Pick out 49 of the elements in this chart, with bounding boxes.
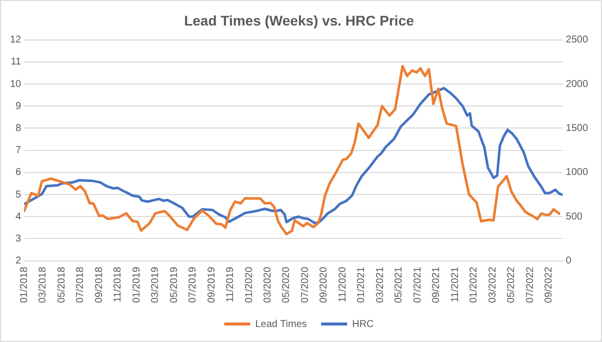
x-tick-label: 03/2020 — [262, 266, 274, 304]
chart-title: Lead Times (Weeks) vs. HRC Price — [184, 12, 414, 28]
x-tick-label: 03/2022 — [487, 266, 498, 304]
y2-tick-label: 1000 — [566, 167, 588, 178]
y2-tick-label: 2500 — [566, 34, 588, 46]
x-tick-label: 01/2021 — [356, 266, 368, 304]
x-tick-label: 01/2020 — [244, 266, 255, 304]
x-tick-label: 01/2022 — [468, 266, 480, 304]
y-tick-label: 6 — [16, 167, 22, 178]
x-tick-label: 09/2019 — [206, 266, 218, 304]
x-tick-label: 05/2019 — [168, 266, 180, 304]
x-tick-label: 01/2018 — [18, 266, 30, 304]
x-tick-label: 05/2018 — [56, 266, 68, 304]
x-tick-label: 09/2018 — [94, 266, 105, 304]
y-tick-label: 8 — [16, 122, 22, 134]
x-tick-label: 09/2021 — [431, 266, 442, 304]
x-tick-label: 07/2021 — [412, 266, 424, 304]
x-tick-label: 03/2019 — [150, 266, 162, 304]
y-tick-label: 9 — [16, 100, 22, 112]
x-tick-label: 05/2021 — [394, 266, 405, 304]
x-tick-label: 03/2021 — [374, 266, 386, 304]
x-tick-label: 03/2018 — [38, 266, 49, 304]
x-tick-label: 05/2020 — [281, 266, 292, 304]
y-tick-label: 7 — [16, 145, 22, 156]
y-tick-label: 4 — [16, 211, 22, 222]
x-tick-label: 11/2018 — [112, 266, 124, 302]
y2-tick-label: 1500 — [566, 122, 588, 134]
y2-tick-label: 2000 — [566, 78, 588, 90]
x-tick-label: 11/2021 — [450, 266, 461, 302]
x-tick-label: 09/2022 — [544, 266, 555, 304]
x-tick-label: 07/2019 — [188, 266, 199, 304]
y-tick-label: 5 — [16, 189, 22, 200]
x-tick-label: 05/2022 — [506, 266, 518, 304]
y2-tick-label: 0 — [566, 256, 572, 267]
x-tick-label: 07/2020 — [300, 266, 311, 304]
y-tick-label: 3 — [16, 233, 22, 244]
y-tick-label: 10 — [10, 78, 22, 90]
y-tick-label: 12 — [10, 34, 22, 46]
legend-label: Lead Times — [255, 318, 307, 330]
y-tick-label: 11 — [10, 56, 22, 68]
y2-tick-label: 500 — [566, 211, 583, 222]
y-tick-label: 2 — [16, 256, 22, 267]
legend-label: HRC — [352, 318, 374, 330]
x-tick-label: 09/2020 — [318, 266, 330, 304]
x-tick-label: 01/2019 — [131, 266, 142, 304]
x-tick-label: 07/2018 — [75, 266, 86, 304]
x-tick-label: 07/2022 — [524, 266, 536, 304]
x-tick-label: 11/2020 — [337, 266, 348, 302]
x-tick-label: 11/2019 — [225, 266, 236, 302]
